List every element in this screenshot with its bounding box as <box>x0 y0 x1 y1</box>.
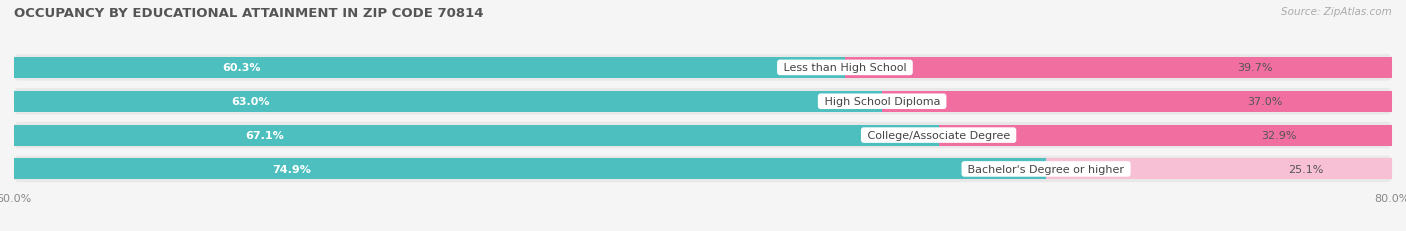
Text: Source: ZipAtlas.com: Source: ZipAtlas.com <box>1281 7 1392 17</box>
FancyBboxPatch shape <box>14 156 1392 182</box>
Text: 63.0%: 63.0% <box>231 97 270 107</box>
Text: 32.9%: 32.9% <box>1261 131 1296 140</box>
FancyBboxPatch shape <box>14 122 1392 149</box>
FancyBboxPatch shape <box>14 89 1392 115</box>
Text: 74.9%: 74.9% <box>273 164 311 174</box>
Bar <box>14 159 1046 180</box>
Text: High School Diploma: High School Diploma <box>821 97 943 107</box>
Text: 67.1%: 67.1% <box>245 131 284 140</box>
Text: OCCUPANCY BY EDUCATIONAL ATTAINMENT IN ZIP CODE 70814: OCCUPANCY BY EDUCATIONAL ATTAINMENT IN Z… <box>14 7 484 20</box>
Bar <box>1046 159 1392 180</box>
Text: Bachelor's Degree or higher: Bachelor's Degree or higher <box>965 164 1128 174</box>
Text: Less than High School: Less than High School <box>780 63 910 73</box>
Bar <box>14 58 845 79</box>
Text: 39.7%: 39.7% <box>1237 63 1272 73</box>
Bar <box>14 91 882 112</box>
Bar <box>939 125 1392 146</box>
Legend: Owner-occupied, Renter-occupied: Owner-occupied, Renter-occupied <box>575 229 831 231</box>
Bar <box>882 91 1392 112</box>
Bar <box>845 58 1392 79</box>
Text: College/Associate Degree: College/Associate Degree <box>863 131 1014 140</box>
Bar <box>14 125 939 146</box>
Text: 37.0%: 37.0% <box>1247 97 1282 107</box>
Text: 60.3%: 60.3% <box>222 63 260 73</box>
Text: 25.1%: 25.1% <box>1288 164 1323 174</box>
FancyBboxPatch shape <box>14 55 1392 81</box>
